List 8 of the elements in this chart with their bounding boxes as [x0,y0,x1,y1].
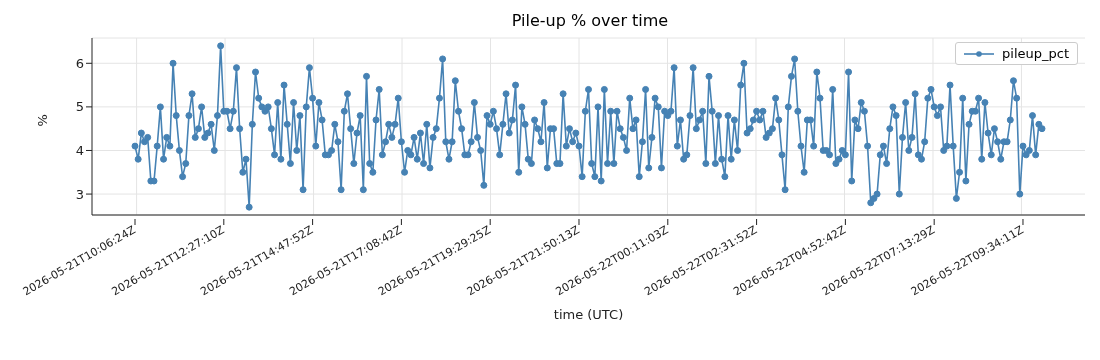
legend-label: pileup_pct [1002,46,1069,61]
y-tick-label: 5 [75,99,84,115]
y-tick-label: 6 [75,55,84,71]
x-axis-title: time (UTC) [553,307,624,322]
y-tick-label: 3 [75,186,84,202]
y-tick-label: 4 [75,143,84,159]
y-axis-title: % [34,114,50,127]
chart-title: Pile-up % over time [510,10,670,32]
